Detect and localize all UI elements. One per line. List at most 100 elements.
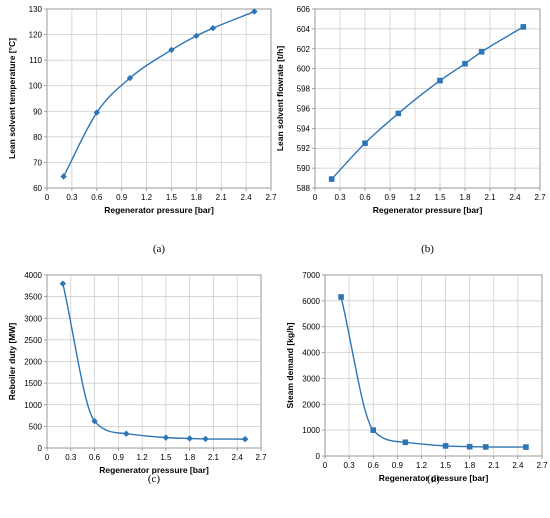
x-tick-label: 1.2 xyxy=(141,193,153,202)
x-tick-label: 2.4 xyxy=(232,453,244,462)
y-tick-label: 2000 xyxy=(302,400,320,409)
x-tick-label: 0 xyxy=(323,461,328,470)
x-axis-title: Regenerator pressure [bar] xyxy=(373,205,483,215)
data-point xyxy=(126,74,134,82)
x-tick-label: 0.9 xyxy=(384,193,396,202)
data-point xyxy=(402,439,409,446)
data-point xyxy=(338,294,344,300)
y-axis-title: Steam demand [kg/h] xyxy=(285,322,295,408)
y-tick-label: 110 xyxy=(29,56,42,65)
y-tick-label: 598 xyxy=(297,85,311,94)
x-tick-label: 2.1 xyxy=(488,461,500,470)
x-tick-label: 1.8 xyxy=(464,461,476,470)
data-point xyxy=(395,110,402,117)
x-tick-label: 0.6 xyxy=(91,193,103,202)
data-point xyxy=(162,434,170,441)
data-point xyxy=(241,435,249,443)
data-point xyxy=(437,77,443,84)
data-point xyxy=(442,443,449,449)
chart-panel-b: 0 0.3 0.6 0.9 1.2 1.5 1.8 2.1 2.4 2.7 588 590 592 594… xyxy=(275,5,546,255)
y-tick-label: 3500 xyxy=(24,293,42,302)
x-tick-label: 1.5 xyxy=(440,461,452,470)
y-tick-label: 60 xyxy=(33,184,42,193)
x-tick-label: 0.6 xyxy=(89,453,101,462)
x-tick-label: 2.7 xyxy=(534,193,546,202)
data-point xyxy=(186,435,193,442)
data-point xyxy=(59,280,67,287)
x-tick-label: 0.3 xyxy=(344,461,356,470)
y-tick-label: 604 xyxy=(297,25,311,34)
x-tick-label: 0 xyxy=(313,193,318,202)
y-tick-label: 602 xyxy=(297,45,311,54)
x-tick-label: 0.9 xyxy=(113,453,125,462)
x-tick-label: 0.3 xyxy=(66,193,78,202)
x-tick-label: 0.3 xyxy=(65,453,77,462)
y-tick-label: 7000 xyxy=(302,271,320,280)
x-tick-label: 2.1 xyxy=(216,193,228,202)
x-tick-label: 0 xyxy=(45,193,50,202)
x-tick-label: 1.5 xyxy=(434,193,446,202)
data-point xyxy=(523,444,529,450)
panel-label: (d) xyxy=(427,473,440,485)
x-tick-label: 1.8 xyxy=(191,193,203,202)
panel-label: (c) xyxy=(148,473,161,485)
x-axis-title: Regenerator pressure [bar] xyxy=(99,465,209,475)
y-axis-title: Reboiler duty [MW] xyxy=(7,323,17,401)
x-tick-label: 0.9 xyxy=(392,461,404,470)
plot-area xyxy=(324,274,543,457)
panel-label: (a) xyxy=(153,243,166,255)
data-point xyxy=(209,24,217,32)
x-tick-label: 0.6 xyxy=(368,461,380,470)
x-axis-title: Regenerator pressure [bar] xyxy=(379,473,489,483)
data-point xyxy=(123,430,130,437)
y-tick-label: 90 xyxy=(33,107,42,116)
data-point xyxy=(362,140,368,147)
y-tick-label: 80 xyxy=(33,133,42,142)
y-tick-label: 1500 xyxy=(24,379,42,388)
data-point xyxy=(202,435,209,443)
data-point xyxy=(60,173,67,180)
y-tick-label: 130 xyxy=(29,5,43,14)
y-tick-label: 2000 xyxy=(24,358,42,367)
y-tick-label: 590 xyxy=(297,164,311,173)
chart-panel-c: 0 0.3 0.6 0.9 1.2 1.5 1.8 2.1 2.4 2.7 0 500 1000 1500… xyxy=(7,271,267,485)
chart-panel-d: 0 0.3 0.6 0.9 1.2 1.5 1.8 2.1 2.4 2.7 0 1000 2000 300… xyxy=(285,271,548,485)
y-tick-label: 3000 xyxy=(24,314,42,323)
x-tick-label: 0.6 xyxy=(359,193,371,202)
x-tick-label: 0 xyxy=(45,453,50,462)
plot-area xyxy=(46,8,272,189)
y-tick-label: 2500 xyxy=(24,336,42,345)
x-tick-label: 2.1 xyxy=(208,453,220,462)
x-tick-label: 1.2 xyxy=(416,461,428,470)
x-tick-label: 2.4 xyxy=(509,193,521,202)
data-point xyxy=(251,8,258,15)
y-tick-label: 500 xyxy=(29,422,43,431)
x-tick-label: 2.7 xyxy=(255,453,267,462)
x-tick-label: 0.3 xyxy=(334,193,346,202)
y-tick-label: 6000 xyxy=(302,297,320,306)
data-point xyxy=(482,444,489,450)
y-axis-title: Lean solvent temperature [°C] xyxy=(7,38,17,159)
y-tick-label: 0 xyxy=(316,452,321,461)
y-tick-label: 120 xyxy=(29,31,43,40)
y-axis-title: Lean solvent flowrate [t/h] xyxy=(275,46,285,151)
x-tick-label: 2.7 xyxy=(265,193,277,202)
x-tick-label: 2.4 xyxy=(512,461,524,470)
x-tick-label: 1.5 xyxy=(166,193,178,202)
y-tick-label: 596 xyxy=(297,104,311,113)
y-tick-label: 1000 xyxy=(302,426,320,435)
y-tick-label: 592 xyxy=(297,144,311,153)
y-tick-label: 588 xyxy=(297,184,311,193)
data-point xyxy=(370,427,377,433)
x-axis-title: Regenerator pressure [bar] xyxy=(104,205,214,215)
x-tick-label: 0.9 xyxy=(116,193,128,202)
y-tick-label: 594 xyxy=(297,124,311,133)
data-point xyxy=(466,443,473,450)
x-tick-label: 2.4 xyxy=(241,193,253,202)
data-point xyxy=(462,60,468,67)
data-point xyxy=(91,417,98,425)
chart-panel-a: 0 0.3 0.6 0.9 1.2 1.5 1.8 2.1 2.4 2.7 60 70 80 90 100 1… xyxy=(7,5,277,255)
x-tick-label: 1.2 xyxy=(409,193,421,202)
